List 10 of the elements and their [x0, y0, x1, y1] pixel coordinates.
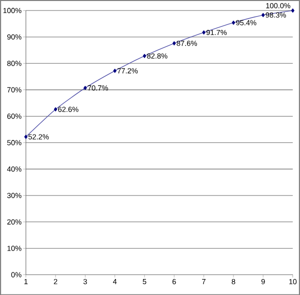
- point: [84, 86, 87, 90]
- point: [232, 20, 236, 25]
- point: [54, 107, 58, 112]
- point: [261, 12, 265, 17]
- point: [291, 8, 294, 12]
- point: [172, 41, 176, 46]
- point: [142, 54, 146, 58]
- point: [113, 68, 116, 73]
- point: [24, 134, 28, 139]
- point: [202, 30, 206, 34]
